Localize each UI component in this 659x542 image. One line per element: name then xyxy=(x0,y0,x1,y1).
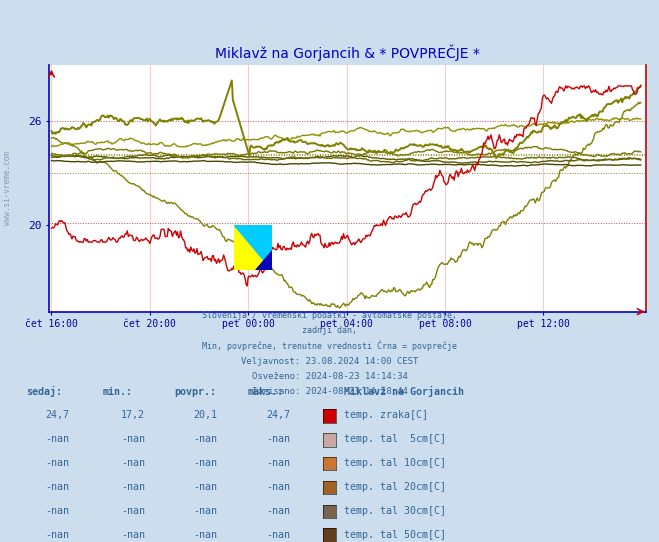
Text: Veljavnost: 23.08.2024 14:00 CEST: Veljavnost: 23.08.2024 14:00 CEST xyxy=(241,357,418,366)
Text: -nan: -nan xyxy=(121,506,145,516)
Text: -nan: -nan xyxy=(45,530,69,540)
Text: -nan: -nan xyxy=(266,458,290,468)
Text: min.:: min.: xyxy=(102,386,132,397)
Text: -nan: -nan xyxy=(266,434,290,444)
Text: 24,7: 24,7 xyxy=(45,410,69,421)
Text: -nan: -nan xyxy=(45,482,69,492)
Text: -nan: -nan xyxy=(194,482,217,492)
Text: temp. tal 10cm[C]: temp. tal 10cm[C] xyxy=(344,458,446,468)
Text: -nan: -nan xyxy=(194,434,217,444)
Text: povpr.:: povpr.: xyxy=(175,386,217,397)
Text: zadnji dan,: zadnji dan, xyxy=(302,326,357,335)
Text: temp. zraka[C]: temp. zraka[C] xyxy=(344,410,428,421)
Text: sedaj:: sedaj: xyxy=(26,385,63,397)
Text: maks.:: maks.: xyxy=(247,386,283,397)
Text: -nan: -nan xyxy=(194,530,217,540)
Text: Slovenija / vremenski podatki - avtomatske postaje,: Slovenija / vremenski podatki - avtomats… xyxy=(202,311,457,320)
Text: -nan: -nan xyxy=(266,482,290,492)
Polygon shape xyxy=(234,225,272,270)
Text: -nan: -nan xyxy=(266,506,290,516)
Text: -nan: -nan xyxy=(45,434,69,444)
Text: -nan: -nan xyxy=(194,458,217,468)
Text: Min, povprečne, trenutne vrednosti Črna = povprečje: Min, povprečne, trenutne vrednosti Črna … xyxy=(202,340,457,351)
Text: -nan: -nan xyxy=(121,458,145,468)
Text: temp. tal 30cm[C]: temp. tal 30cm[C] xyxy=(344,506,446,516)
Title: Miklavž na Gorjancih & * POVPREČJE *: Miklavž na Gorjancih & * POVPREČJE * xyxy=(215,44,480,61)
Text: temp. tal  5cm[C]: temp. tal 5cm[C] xyxy=(344,434,446,444)
Text: 24,7: 24,7 xyxy=(266,410,290,421)
Text: -nan: -nan xyxy=(194,506,217,516)
Text: -nan: -nan xyxy=(45,506,69,516)
Text: -nan: -nan xyxy=(45,458,69,468)
Text: www.si-vreme.com: www.si-vreme.com xyxy=(3,151,13,225)
Text: Osveženo: 2024-08-23 14:14:34: Osveženo: 2024-08-23 14:14:34 xyxy=(252,372,407,381)
Text: -nan: -nan xyxy=(121,482,145,492)
Polygon shape xyxy=(234,225,272,270)
Text: Izrisano: 2024-08-23 14:18:44: Izrisano: 2024-08-23 14:18:44 xyxy=(252,387,407,396)
Text: -nan: -nan xyxy=(121,434,145,444)
Text: temp. tal 20cm[C]: temp. tal 20cm[C] xyxy=(344,482,446,492)
Text: -nan: -nan xyxy=(266,530,290,540)
Text: temp. tal 50cm[C]: temp. tal 50cm[C] xyxy=(344,530,446,540)
Polygon shape xyxy=(255,250,272,270)
Text: 20,1: 20,1 xyxy=(194,410,217,421)
Text: -nan: -nan xyxy=(121,530,145,540)
Text: 17,2: 17,2 xyxy=(121,410,145,421)
Text: Miklavž na Gorjancih: Miklavž na Gorjancih xyxy=(344,385,464,397)
